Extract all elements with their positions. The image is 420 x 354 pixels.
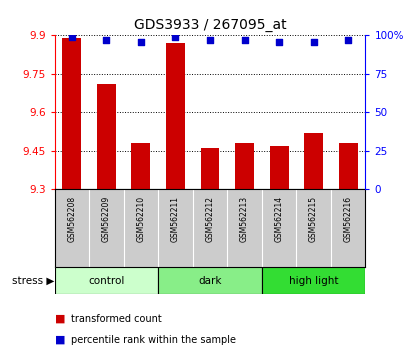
Point: [310, 39, 317, 44]
Text: GSM562212: GSM562212: [205, 196, 215, 242]
Bar: [200, 148, 220, 189]
Bar: [97, 84, 116, 189]
Text: stress ▶: stress ▶: [11, 275, 54, 286]
Bar: [304, 133, 323, 189]
Point: [276, 39, 282, 44]
Point: [172, 34, 179, 40]
Point: [241, 37, 248, 43]
Text: GSM562208: GSM562208: [67, 196, 76, 242]
Text: high light: high light: [289, 275, 339, 286]
Point: [103, 37, 110, 43]
Text: ■: ■: [55, 335, 65, 345]
Text: ■: ■: [55, 314, 65, 324]
Text: GSM562211: GSM562211: [171, 196, 180, 242]
Bar: [270, 146, 289, 189]
Text: percentile rank within the sample: percentile rank within the sample: [71, 335, 236, 345]
Bar: [131, 143, 150, 189]
Point: [345, 37, 352, 43]
Title: GDS3933 / 267095_at: GDS3933 / 267095_at: [134, 18, 286, 32]
Bar: [63, 38, 81, 189]
Bar: [55, 267, 158, 294]
Text: dark: dark: [198, 275, 222, 286]
Bar: [262, 267, 365, 294]
Point: [68, 34, 75, 40]
Text: GSM562215: GSM562215: [309, 196, 318, 242]
Text: control: control: [88, 275, 125, 286]
Text: GSM562213: GSM562213: [240, 196, 249, 242]
Point: [138, 39, 144, 44]
Text: GSM562210: GSM562210: [136, 196, 145, 242]
Text: GSM562216: GSM562216: [344, 196, 353, 242]
Text: GSM562214: GSM562214: [275, 196, 284, 242]
Point: [207, 37, 213, 43]
Bar: [235, 143, 254, 189]
Bar: [158, 267, 262, 294]
Bar: [339, 143, 357, 189]
Text: transformed count: transformed count: [71, 314, 162, 324]
Bar: [166, 43, 185, 189]
Text: GSM562209: GSM562209: [102, 196, 111, 242]
